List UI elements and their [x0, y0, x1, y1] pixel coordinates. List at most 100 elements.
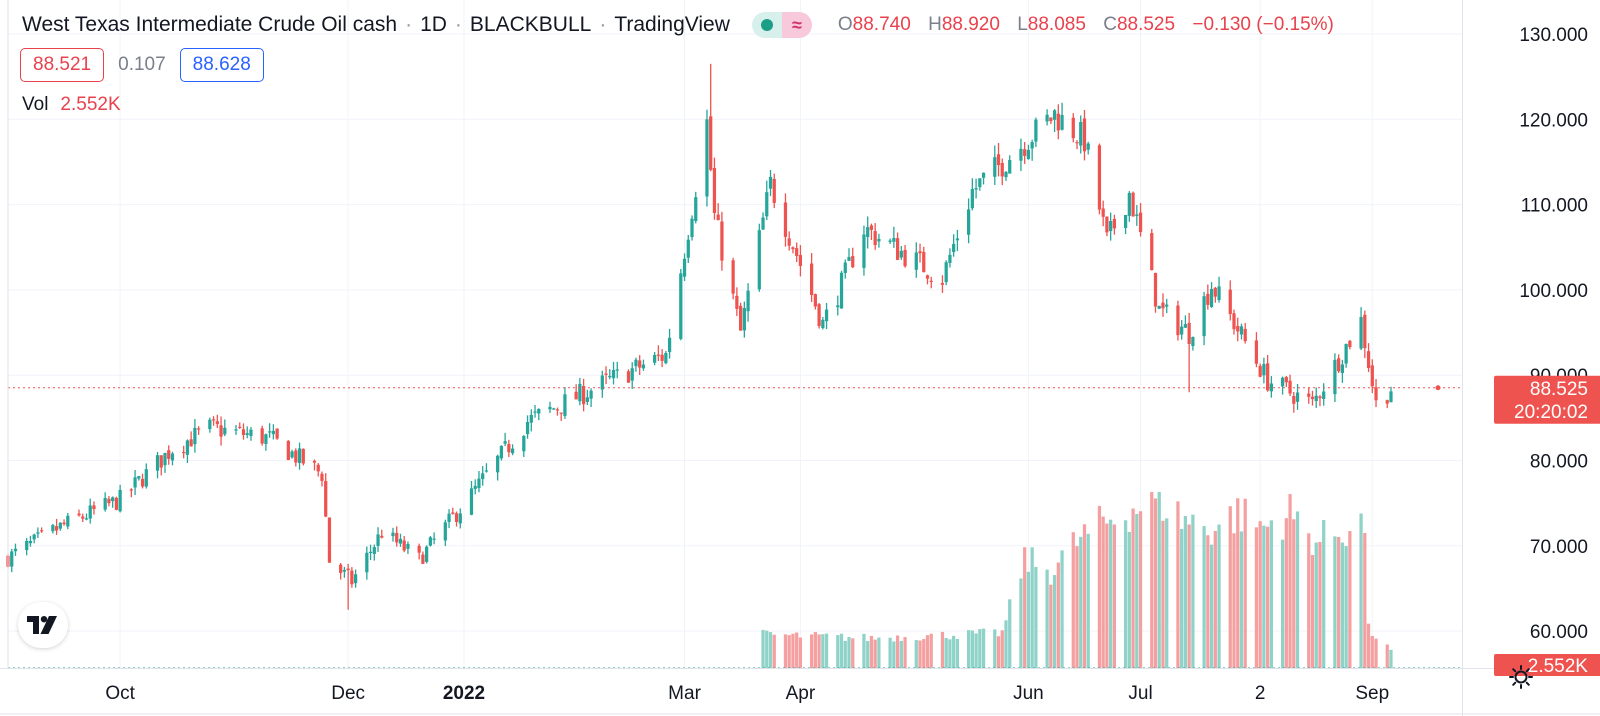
candle-body: [690, 218, 694, 238]
candle: [1348, 339, 1352, 350]
volume-bar: [1292, 519, 1296, 668]
buy-button[interactable]: 88.628: [179, 48, 264, 82]
candle-body: [10, 551, 14, 567]
candle-body: [477, 478, 481, 489]
volume-legend[interactable]: Vol 2.552K: [22, 94, 121, 116]
candle: [1165, 298, 1169, 314]
candle-body: [353, 574, 358, 584]
candle: [738, 302, 743, 331]
candle: [193, 419, 197, 453]
last-price-tag-countdown: 20:20:02: [1514, 402, 1588, 423]
candle: [1280, 376, 1285, 395]
candle-body: [484, 470, 489, 472]
interval-label[interactable]: 1D: [420, 13, 447, 36]
candle: [58, 522, 62, 531]
candle: [578, 377, 582, 406]
volume-bar: [1157, 492, 1161, 668]
candle: [1180, 320, 1184, 340]
candle: [1008, 155, 1012, 174]
candle: [660, 349, 664, 368]
candle: [929, 276, 933, 289]
candle: [301, 448, 305, 466]
candle: [1150, 228, 1154, 271]
sell-button[interactable]: 88.521: [20, 48, 105, 82]
tradingview-logo-icon[interactable]: [18, 602, 68, 648]
symbol-title[interactable]: West Texas Intermediate Crude Oil cash: [22, 13, 398, 36]
candle-body: [757, 230, 761, 290]
candle-body: [77, 513, 81, 516]
candle-body: [458, 513, 462, 524]
candle: [350, 567, 354, 588]
candle-body: [36, 532, 40, 534]
candle: [1060, 102, 1064, 131]
volume-bar: [1191, 514, 1195, 668]
candle-body: [327, 517, 332, 563]
volume-bar: [1082, 524, 1087, 668]
candle-body: [1180, 326, 1184, 335]
candle-body: [451, 512, 455, 514]
candle-body: [54, 526, 59, 531]
status-pill[interactable]: ≈: [751, 12, 812, 38]
candle-body: [118, 489, 122, 512]
volume-bar: [836, 635, 840, 668]
candle: [238, 422, 242, 429]
candle: [155, 451, 160, 479]
candle-body: [454, 513, 459, 522]
candle: [974, 178, 978, 199]
candle-body: [847, 256, 851, 261]
candle: [1176, 300, 1180, 341]
volume-bar: [922, 639, 926, 668]
candle: [197, 426, 201, 435]
volume-bar: [787, 635, 791, 668]
candle-body: [481, 473, 485, 480]
platform-label: TradingView: [614, 13, 730, 36]
candle: [107, 496, 111, 507]
candle-body: [836, 305, 840, 308]
candle-body: [791, 247, 795, 250]
candle: [507, 439, 511, 458]
y-tick-label: 80.000: [1530, 452, 1588, 473]
candle-body: [608, 375, 612, 378]
volume-bars: [761, 492, 1393, 668]
candle-body: [223, 427, 227, 435]
candle: [581, 378, 586, 412]
candle-body: [525, 421, 530, 435]
volume-bar: [1135, 513, 1139, 668]
volume-bar: [993, 629, 997, 668]
candle-body: [114, 497, 119, 510]
candle-body: [1045, 114, 1049, 122]
y-tick-label: 110.000: [1521, 196, 1588, 217]
candle: [294, 448, 298, 467]
candle-body: [1082, 118, 1087, 152]
candle: [742, 301, 746, 338]
candle: [746, 283, 750, 322]
candle-body: [140, 478, 145, 487]
candle: [234, 424, 238, 435]
candle: [1112, 214, 1117, 235]
volume-bar: [940, 631, 945, 668]
candle: [510, 444, 515, 456]
candle: [1026, 144, 1031, 160]
candle: [1236, 317, 1240, 342]
volume-bar: [772, 634, 776, 668]
candle: [114, 496, 119, 511]
candle: [163, 452, 167, 473]
candle: [720, 211, 724, 271]
candle-body: [1337, 358, 1341, 372]
candle-body: [712, 168, 717, 214]
candle: [481, 466, 485, 486]
candle-body: [742, 308, 746, 331]
candle-body: [66, 515, 70, 527]
candle-body: [709, 116, 713, 170]
candle: [899, 246, 903, 260]
volume-bar: [1370, 635, 1374, 668]
candle-body: [798, 255, 803, 266]
candle-body: [589, 390, 593, 399]
volume-bar: [765, 630, 769, 668]
volume-bar: [955, 639, 960, 668]
gear-icon[interactable]: [1508, 664, 1534, 690]
volume-bar: [1008, 599, 1012, 668]
volume-bar: [1097, 505, 1102, 668]
volume-bar: [1236, 498, 1240, 668]
